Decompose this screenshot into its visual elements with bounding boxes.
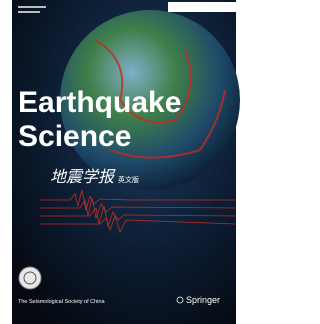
issn-text bbox=[18, 11, 40, 13]
cover: Earthquake Science 地震学报 英文版 The Seismolo… bbox=[0, 0, 248, 324]
chinese-title: 地震学报 bbox=[50, 168, 116, 186]
society-name: The Seismological Society of China bbox=[18, 299, 105, 305]
title: Science bbox=[18, 120, 131, 153]
society-emblem bbox=[19, 267, 41, 289]
chinese-subtitle: 英文版 bbox=[118, 175, 139, 184]
title: Earthquake bbox=[18, 86, 181, 119]
issn-text bbox=[18, 6, 46, 8]
issue-box bbox=[168, 2, 236, 12]
publisher: Springer bbox=[186, 295, 220, 305]
